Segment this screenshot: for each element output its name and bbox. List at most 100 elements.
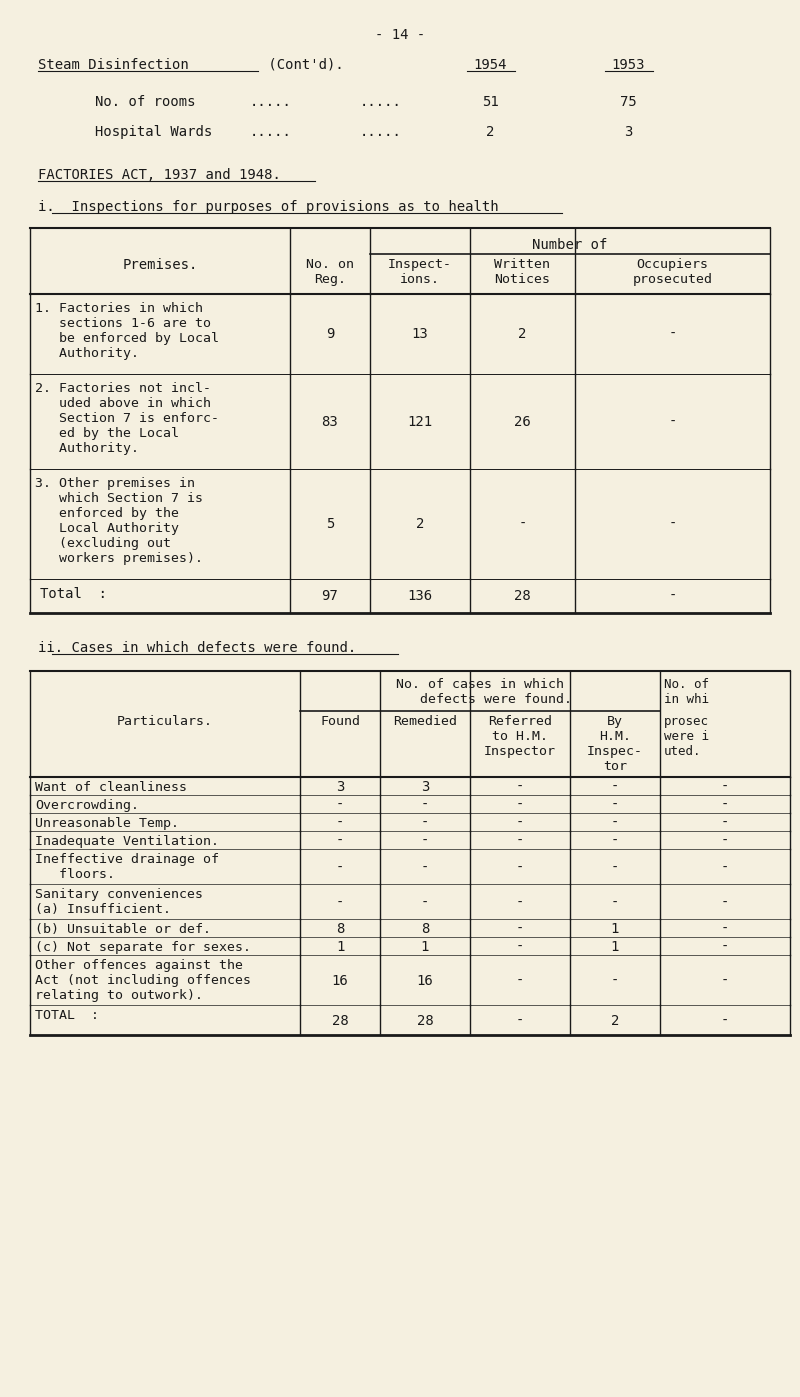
Text: 1953: 1953 <box>611 59 645 73</box>
Text: -: - <box>516 895 524 909</box>
Text: 3: 3 <box>336 780 344 793</box>
Text: 8: 8 <box>421 922 429 936</box>
Text: Other offences against the
Act (not including offences
relating to outwork).: Other offences against the Act (not incl… <box>35 958 251 1002</box>
Text: 1: 1 <box>336 940 344 954</box>
Text: -: - <box>336 816 344 830</box>
Text: -: - <box>721 780 729 793</box>
Text: TOTAL  :: TOTAL : <box>35 1009 99 1023</box>
Text: Inadequate Ventilation.: Inadequate Ventilation. <box>35 835 219 848</box>
Text: -: - <box>668 415 677 429</box>
Text: Remedied: Remedied <box>393 715 457 728</box>
Text: Total  :: Total : <box>40 587 107 601</box>
Text: -: - <box>516 922 524 936</box>
Text: 2: 2 <box>518 327 526 341</box>
Text: .....: ..... <box>360 95 402 109</box>
Text: 28: 28 <box>332 1014 348 1028</box>
Text: -: - <box>516 1014 524 1028</box>
Text: Occupiers
prosecuted: Occupiers prosecuted <box>633 258 713 286</box>
Text: Want of cleanliness: Want of cleanliness <box>35 781 187 793</box>
Text: 13: 13 <box>412 327 428 341</box>
Text: -: - <box>421 834 429 848</box>
Text: -: - <box>421 798 429 812</box>
Text: -: - <box>721 861 729 875</box>
Text: No. of
in whi: No. of in whi <box>664 678 709 705</box>
Text: -: - <box>721 798 729 812</box>
Text: 16: 16 <box>417 974 434 988</box>
Text: -: - <box>668 590 677 604</box>
Text: 1: 1 <box>611 940 619 954</box>
Text: Premises.: Premises. <box>122 258 198 272</box>
Text: Found: Found <box>320 715 360 728</box>
Text: -: - <box>721 834 729 848</box>
Text: FACTORIES ACT, 1937 and 1948.: FACTORIES ACT, 1937 and 1948. <box>38 168 281 182</box>
Text: 3. Other premises in
   which Section 7 is
   enforced by the
   Local Authority: 3. Other premises in which Section 7 is … <box>35 476 203 564</box>
Text: ii. Cases in which defects were found.: ii. Cases in which defects were found. <box>38 641 356 655</box>
Text: -: - <box>721 1014 729 1028</box>
Text: No. of cases in which
    defects were found.: No. of cases in which defects were found… <box>388 678 572 705</box>
Text: -: - <box>516 816 524 830</box>
Text: -: - <box>611 780 619 793</box>
Text: Sanitary conveniences
(a) Insufficient.: Sanitary conveniences (a) Insufficient. <box>35 888 203 916</box>
Text: Referred
to H.M.
Inspector: Referred to H.M. Inspector <box>484 715 556 759</box>
Text: No. on
Reg.: No. on Reg. <box>306 258 354 286</box>
Text: 1. Factories in which
   sections 1-6 are to
   be enforced by Local
   Authorit: 1. Factories in which sections 1-6 are t… <box>35 302 219 360</box>
Text: -: - <box>611 798 619 812</box>
Text: -: - <box>721 895 729 909</box>
Text: 16: 16 <box>332 974 348 988</box>
Text: .....: ..... <box>250 124 292 138</box>
Text: 51: 51 <box>482 95 498 109</box>
Text: 28: 28 <box>417 1014 434 1028</box>
Text: 2: 2 <box>416 517 424 531</box>
Text: 3: 3 <box>624 124 632 138</box>
Text: -: - <box>336 895 344 909</box>
Text: 83: 83 <box>322 415 338 429</box>
Text: (c) Not separate for sexes.: (c) Not separate for sexes. <box>35 942 251 954</box>
Text: -: - <box>611 861 619 875</box>
Text: 26: 26 <box>514 415 531 429</box>
Text: Hospital Wards: Hospital Wards <box>95 124 212 138</box>
Text: 28: 28 <box>514 590 531 604</box>
Text: 2. Factories not incl-
   uded above in which
   Section 7 is enforc-
   ed by t: 2. Factories not incl- uded above in whi… <box>35 381 219 455</box>
Text: -: - <box>516 780 524 793</box>
Text: 9: 9 <box>326 327 334 341</box>
Text: 8: 8 <box>336 922 344 936</box>
Text: -: - <box>668 327 677 341</box>
Text: prosec
were i
uted.: prosec were i uted. <box>664 715 709 759</box>
Text: -: - <box>611 816 619 830</box>
Text: -: - <box>336 798 344 812</box>
Text: Particulars.: Particulars. <box>117 715 213 728</box>
Text: -: - <box>721 922 729 936</box>
Text: -: - <box>336 861 344 875</box>
Text: -: - <box>518 517 526 531</box>
Text: -: - <box>611 895 619 909</box>
Text: Inspect-
ions.: Inspect- ions. <box>388 258 452 286</box>
Text: (Cont'd).: (Cont'd). <box>260 59 344 73</box>
Text: 2: 2 <box>486 124 494 138</box>
Text: -: - <box>421 895 429 909</box>
Text: 75: 75 <box>620 95 636 109</box>
Text: Overcrowding.: Overcrowding. <box>35 799 139 812</box>
Text: Number of: Number of <box>532 237 608 251</box>
Text: -: - <box>516 834 524 848</box>
Text: 2: 2 <box>611 1014 619 1028</box>
Text: No. of rooms: No. of rooms <box>95 95 195 109</box>
Text: 3: 3 <box>421 780 429 793</box>
Text: .....: ..... <box>360 124 402 138</box>
Text: -: - <box>516 974 524 988</box>
Text: -: - <box>516 798 524 812</box>
Text: Unreasonable Temp.: Unreasonable Temp. <box>35 817 179 830</box>
Text: By
H.M.
Inspec-
tor: By H.M. Inspec- tor <box>587 715 643 773</box>
Text: Written
Notices: Written Notices <box>494 258 550 286</box>
Text: i.  Inspections for purposes of provisions as to health: i. Inspections for purposes of provision… <box>38 200 498 214</box>
Text: -: - <box>611 974 619 988</box>
Text: 1: 1 <box>421 940 429 954</box>
Text: 1954: 1954 <box>474 59 506 73</box>
Text: -: - <box>421 816 429 830</box>
Text: -: - <box>421 861 429 875</box>
Text: -: - <box>668 517 677 531</box>
Text: 97: 97 <box>322 590 338 604</box>
Text: 136: 136 <box>407 590 433 604</box>
Text: - 14 -: - 14 - <box>375 28 425 42</box>
Text: Ineffective drainage of
   floors.: Ineffective drainage of floors. <box>35 854 219 882</box>
Text: (b) Unsuitable or def.: (b) Unsuitable or def. <box>35 923 211 936</box>
